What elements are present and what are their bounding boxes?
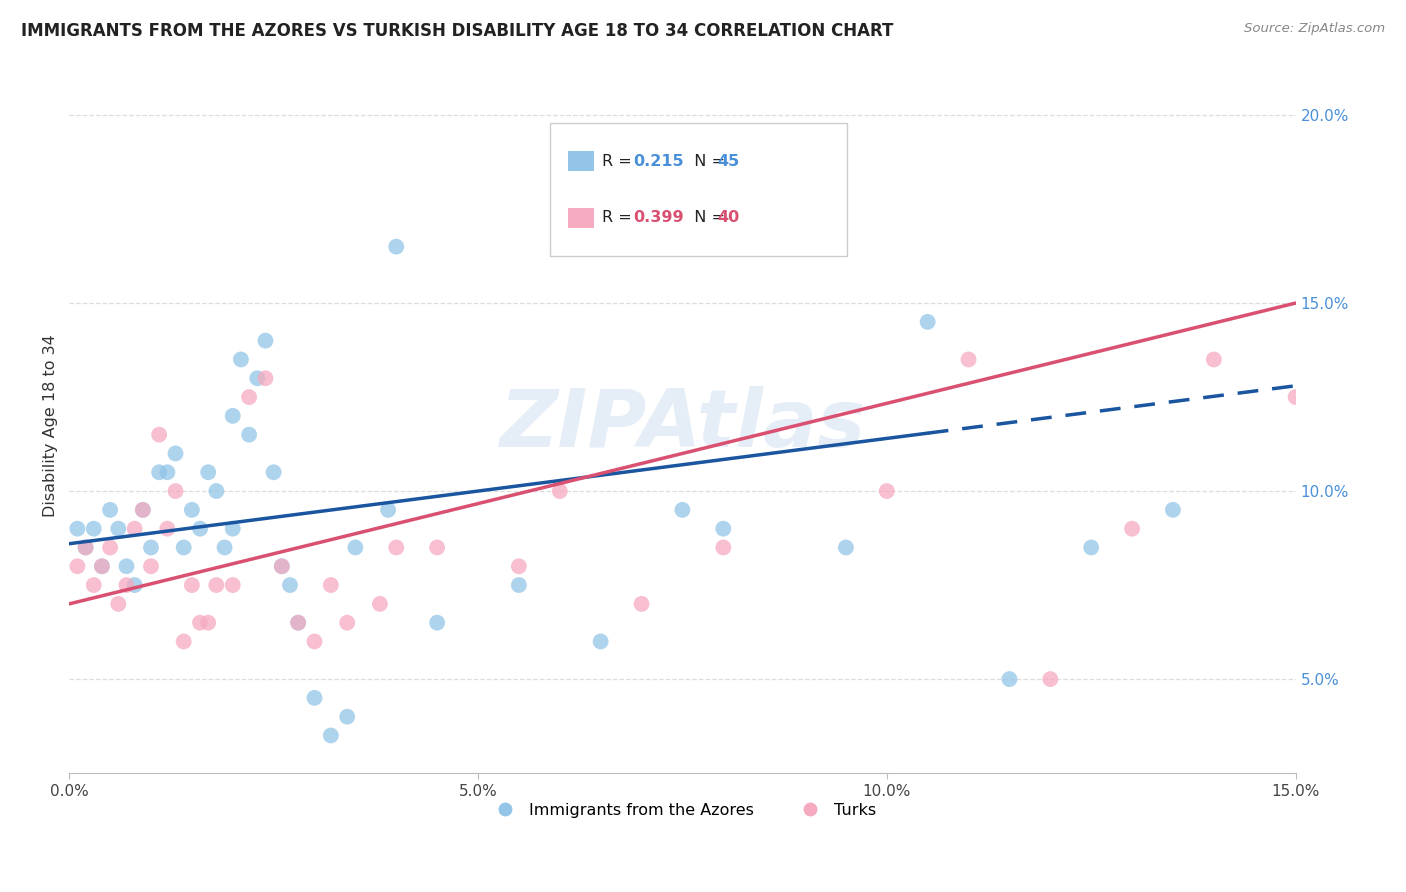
Point <box>270 559 292 574</box>
Point <box>75 541 97 555</box>
Point <box>336 709 359 723</box>
Point <box>377 503 399 517</box>
Point <box>98 541 121 555</box>
Text: ZIPAtlas: ZIPAtlas <box>499 386 866 464</box>
Point <box>66 559 89 574</box>
Point <box>426 541 449 555</box>
Point <box>254 371 277 385</box>
Point <box>1161 503 1184 517</box>
Point <box>148 465 170 479</box>
Point <box>794 240 817 254</box>
Point <box>835 541 858 555</box>
Point <box>173 634 195 648</box>
Point <box>254 334 277 348</box>
Point <box>222 409 245 423</box>
Point <box>66 522 89 536</box>
Point <box>957 352 980 367</box>
Point <box>319 578 342 592</box>
Text: R =: R = <box>602 211 637 226</box>
Point <box>148 427 170 442</box>
Point <box>222 522 245 536</box>
Text: R =: R = <box>602 153 637 169</box>
Point <box>304 634 326 648</box>
Y-axis label: Disability Age 18 to 34: Disability Age 18 to 34 <box>44 334 58 516</box>
Legend: Immigrants from the Azores, Turks: Immigrants from the Azores, Turks <box>482 797 882 824</box>
Point <box>876 484 898 499</box>
Point <box>229 352 252 367</box>
Point <box>287 615 309 630</box>
Point <box>270 559 292 574</box>
Point <box>90 559 112 574</box>
Point <box>222 578 245 592</box>
Point <box>98 503 121 517</box>
Point <box>319 729 342 743</box>
Point <box>124 578 146 592</box>
Point <box>205 578 228 592</box>
Point <box>83 522 105 536</box>
Point <box>278 578 301 592</box>
Text: 0.399: 0.399 <box>633 211 683 226</box>
Point <box>630 597 652 611</box>
Point <box>156 465 179 479</box>
Point <box>336 615 359 630</box>
Point <box>1284 390 1306 404</box>
Point <box>238 427 260 442</box>
Point <box>548 484 571 499</box>
Point <box>132 503 155 517</box>
Point <box>165 446 187 460</box>
Point <box>83 578 105 592</box>
Point <box>711 541 734 555</box>
Point <box>90 559 112 574</box>
Text: N =: N = <box>683 211 730 226</box>
Point <box>214 541 236 555</box>
Point <box>173 541 195 555</box>
Point <box>75 541 97 555</box>
Point <box>287 615 309 630</box>
Point <box>165 484 187 499</box>
Point <box>385 541 408 555</box>
Point <box>156 522 179 536</box>
Point <box>998 672 1021 686</box>
Point <box>671 503 693 517</box>
Point <box>385 240 408 254</box>
Point <box>246 371 269 385</box>
Point <box>188 522 211 536</box>
Point <box>263 465 285 479</box>
Point <box>1202 352 1225 367</box>
Point <box>180 578 202 592</box>
Point <box>197 615 219 630</box>
Point <box>589 634 612 648</box>
Text: 45: 45 <box>717 153 740 169</box>
Text: 40: 40 <box>717 211 740 226</box>
Point <box>205 484 228 499</box>
Point <box>1121 522 1143 536</box>
Text: Source: ZipAtlas.com: Source: ZipAtlas.com <box>1244 22 1385 36</box>
Point <box>711 522 734 536</box>
Point <box>139 559 162 574</box>
Point <box>180 503 202 517</box>
Point <box>304 690 326 705</box>
Point <box>1080 541 1102 555</box>
Text: N =: N = <box>683 153 730 169</box>
Text: IMMIGRANTS FROM THE AZORES VS TURKISH DISABILITY AGE 18 TO 34 CORRELATION CHART: IMMIGRANTS FROM THE AZORES VS TURKISH DI… <box>21 22 893 40</box>
Point <box>508 578 530 592</box>
Point <box>124 522 146 536</box>
Point <box>344 541 367 555</box>
Point <box>917 315 939 329</box>
Point <box>197 465 219 479</box>
Point <box>508 559 530 574</box>
Point <box>107 522 129 536</box>
Point <box>132 503 155 517</box>
Point <box>139 541 162 555</box>
Point <box>188 615 211 630</box>
Point <box>426 615 449 630</box>
Point <box>368 597 391 611</box>
Point <box>107 597 129 611</box>
Point <box>115 578 138 592</box>
Text: 0.215: 0.215 <box>633 153 683 169</box>
Point <box>1039 672 1062 686</box>
Point <box>115 559 138 574</box>
Point <box>238 390 260 404</box>
